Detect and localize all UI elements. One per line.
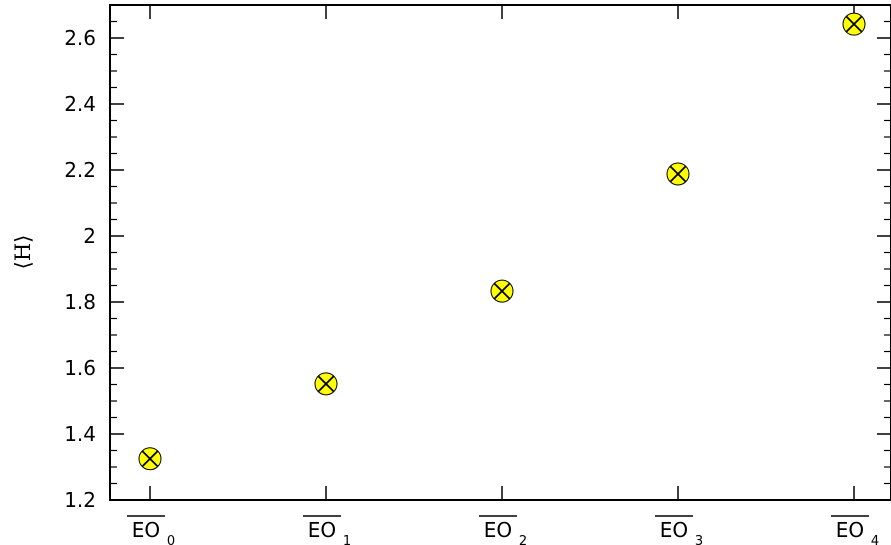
y-tick-label: 2.6 xyxy=(64,26,96,50)
x-category-main: EO xyxy=(660,518,688,542)
x-category-label: EO 3 xyxy=(655,515,703,545)
y-tick-label: 1.2 xyxy=(64,488,96,512)
y-tick-labels: 1.2 1.4 1.6 1.8 2 2.2 2.4 2.6 xyxy=(64,26,96,512)
x-category-label: EO 0 xyxy=(127,515,175,545)
data-point xyxy=(138,447,162,471)
x-category-subscript: 3 xyxy=(695,534,703,545)
x-tick-labels: EO 0 EO 1 EO 2 EO 3 EO 4 xyxy=(127,515,879,545)
data-point xyxy=(314,372,338,396)
plot-frame xyxy=(109,4,891,501)
x-category-subscript: 1 xyxy=(343,534,351,545)
data-point xyxy=(842,12,866,36)
data-point-cross xyxy=(317,375,335,392)
data-point xyxy=(490,279,514,303)
x-category-label: EO 4 xyxy=(831,515,879,545)
data-point-cross xyxy=(141,450,159,467)
x-category-label: EO 2 xyxy=(479,515,527,545)
x-category-main: EO xyxy=(836,518,864,542)
y-tick-label: 1.4 xyxy=(64,422,96,446)
y-tick-label: 2.4 xyxy=(64,92,96,116)
y-tick-label: 2.2 xyxy=(64,158,96,182)
y-axis-label: ⟨H⟩ xyxy=(11,235,35,270)
data-point-cross xyxy=(493,282,511,300)
x-category-subscript: 4 xyxy=(871,534,879,545)
x-category-subscript: 2 xyxy=(519,534,527,545)
x-category-main: EO xyxy=(308,518,336,542)
data-point-cross xyxy=(845,16,863,33)
data-point xyxy=(666,162,690,186)
x-category-main: EO xyxy=(484,518,512,542)
x-category-label: EO 1 xyxy=(303,515,351,545)
data-points xyxy=(138,12,866,471)
x-category-main: EO xyxy=(132,518,160,542)
axis-ticks xyxy=(110,4,891,501)
x-category-subscript: 0 xyxy=(167,534,175,545)
y-tick-label: 1.8 xyxy=(64,290,96,314)
y-tick-label: 1.6 xyxy=(64,356,96,380)
y-tick-label: 2 xyxy=(83,224,96,248)
data-point-cross xyxy=(669,165,687,183)
